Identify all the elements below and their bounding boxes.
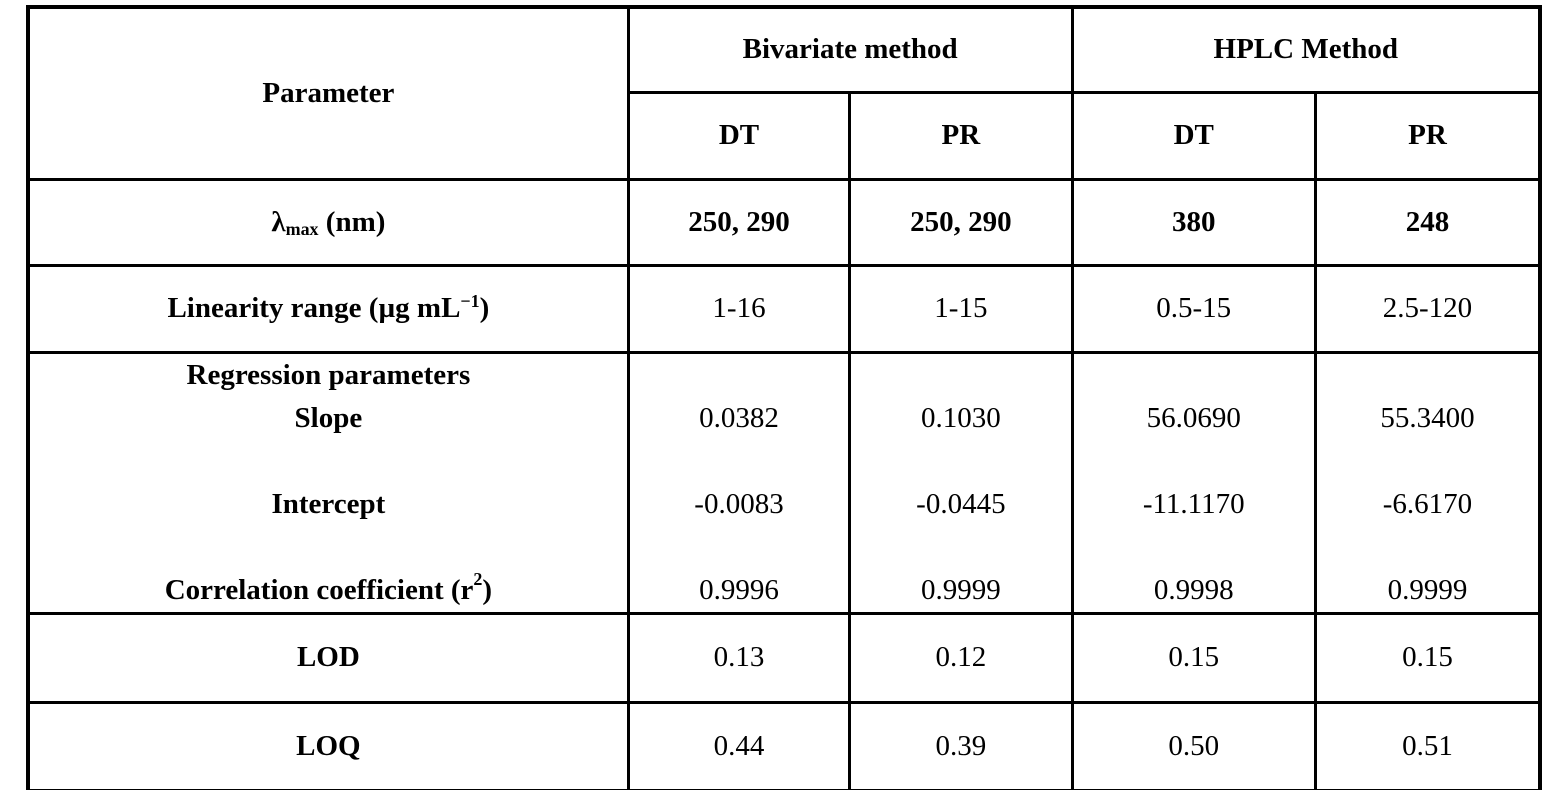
slope-value: 56.0690	[1146, 401, 1241, 434]
cell-loq-bivariate-pr: 0.39	[848, 700, 1074, 790]
slope-label: Slope	[294, 401, 363, 434]
label-regression-parameters: Regression parameters Slope Intercept Co…	[26, 350, 630, 615]
cell-lambda-hplc-pr: 248	[1313, 177, 1542, 267]
cell-lod-bivariate-pr: 0.12	[848, 611, 1074, 704]
header-group-bivariate: Bivariate method	[626, 5, 1074, 94]
row-linearity-range: Linearity range (µg mL−1) 1-16 1-15 0.5-…	[26, 263, 1542, 354]
label-loq: LOQ	[26, 700, 630, 790]
linearity-label-close: )	[479, 292, 490, 325]
spacer	[630, 354, 849, 397]
row-lambda-max: λmax (nm) 250, 290 250, 290 380 248	[26, 177, 1542, 267]
row-regression-parameters: Regression parameters Slope Intercept Co…	[26, 350, 1542, 615]
label-lod: LOD	[26, 611, 630, 704]
cell-loq-hplc-dt: 0.50	[1070, 700, 1317, 790]
label-linearity-range: Linearity range (µg mL−1)	[26, 263, 630, 354]
intercept-value: -11.1170	[1142, 487, 1245, 520]
spacer	[630, 440, 849, 483]
lambda-unit: (nm)	[318, 205, 386, 238]
correlation-value: 0.9999	[921, 573, 1001, 606]
lambda-subscript: max	[285, 219, 319, 240]
spacer	[1317, 526, 1538, 569]
header-row-groups: Parameter Bivariate method HPLC Method	[26, 5, 1542, 181]
spacer	[30, 440, 627, 483]
row-loq: LOQ 0.44 0.39 0.50 0.51	[26, 700, 1542, 790]
cell-linearity-hplc-dt: 0.5-15	[1070, 263, 1317, 354]
lambda-symbol: λ	[271, 205, 286, 238]
regression-label-stack: Regression parameters Slope Intercept Co…	[30, 354, 627, 612]
header-group-hplc: HPLC Method	[1070, 5, 1542, 94]
regression-values-stack: 0.1030 -0.0445 0.9999	[851, 354, 1070, 612]
cell-lod-hplc-pr: 0.15	[1313, 611, 1542, 704]
header-col-hplc-pr: PR	[1313, 90, 1542, 181]
header-parameter: Parameter	[26, 5, 630, 181]
cell-regression-hplc-dt: 56.0690 -11.1170 0.9998	[1070, 350, 1317, 615]
cell-linearity-bivariate-pr: 1-15	[848, 263, 1074, 354]
spacer	[851, 440, 1070, 483]
spacer	[851, 526, 1070, 569]
correlation-value: 0.9999	[1387, 573, 1468, 606]
header-row-columns: DT PR DT PR	[28, 90, 1542, 181]
regression-values-stack: 56.0690 -11.1170 0.9998	[1074, 354, 1314, 612]
cell-linearity-bivariate-dt: 1-16	[626, 263, 852, 354]
spacer	[1317, 354, 1538, 397]
intercept-value: -0.0083	[694, 487, 784, 520]
intercept-label: Intercept	[271, 487, 386, 520]
regression-values-stack: 55.3400 -6.6170 0.9999	[1317, 354, 1538, 612]
intercept-value: -6.6170	[1382, 487, 1473, 520]
spacer	[1074, 526, 1314, 569]
slope-value: 0.0382	[699, 401, 779, 434]
cell-loq-hplc-pr: 0.51	[1313, 700, 1542, 790]
cell-loq-bivariate-dt: 0.44	[626, 700, 852, 790]
linearity-label-text: Linearity range (µg mL	[167, 292, 461, 325]
regression-values-stack: 0.0382 -0.0083 0.9996	[630, 354, 849, 612]
cell-lod-bivariate-dt: 0.13	[626, 611, 852, 704]
spacer	[1074, 354, 1314, 397]
linearity-exponent: −1	[460, 291, 480, 312]
correlation-value: 0.9996	[699, 573, 779, 606]
header-col-bivariate-pr: PR	[848, 90, 1074, 181]
correlation-label-text: Correlation coefficient (r	[164, 573, 474, 606]
correlation-value: 0.9998	[1153, 573, 1234, 606]
correlation-exponent: 2	[473, 569, 483, 590]
validation-table: Parameter Bivariate method HPLC Method D…	[26, 5, 1542, 790]
label-lambda-max: λmax (nm)	[26, 177, 630, 267]
header-col-hplc-dt: DT	[1070, 90, 1317, 181]
spacer	[1074, 440, 1314, 483]
cell-lambda-hplc-dt: 380	[1070, 177, 1317, 267]
intercept-value: -0.0445	[916, 487, 1006, 520]
spacer	[851, 354, 1070, 397]
cell-lambda-bivariate-pr: 250, 290	[848, 177, 1074, 267]
regression-heading: Regression parameters	[186, 358, 471, 391]
spacer	[1317, 440, 1538, 483]
correlation-label-close: )	[482, 573, 493, 606]
cell-regression-bivariate-dt: 0.0382 -0.0083 0.9996	[626, 350, 852, 615]
cell-linearity-hplc-pr: 2.5-120	[1313, 263, 1542, 354]
cell-regression-bivariate-pr: 0.1030 -0.0445 0.9999	[848, 350, 1074, 615]
cell-lambda-bivariate-dt: 250, 290	[626, 177, 852, 267]
slope-value: 55.3400	[1380, 401, 1475, 434]
slope-value: 0.1030	[921, 401, 1001, 434]
row-lod: LOD 0.13 0.12 0.15 0.15	[26, 611, 1542, 704]
header-col-bivariate-dt: DT	[626, 90, 852, 181]
spacer	[30, 526, 627, 569]
cell-regression-hplc-pr: 55.3400 -6.6170 0.9999	[1313, 350, 1542, 615]
spacer	[630, 526, 849, 569]
cell-lod-hplc-dt: 0.15	[1070, 611, 1317, 704]
correlation-label: Correlation coefficient (r 2)	[30, 569, 627, 612]
